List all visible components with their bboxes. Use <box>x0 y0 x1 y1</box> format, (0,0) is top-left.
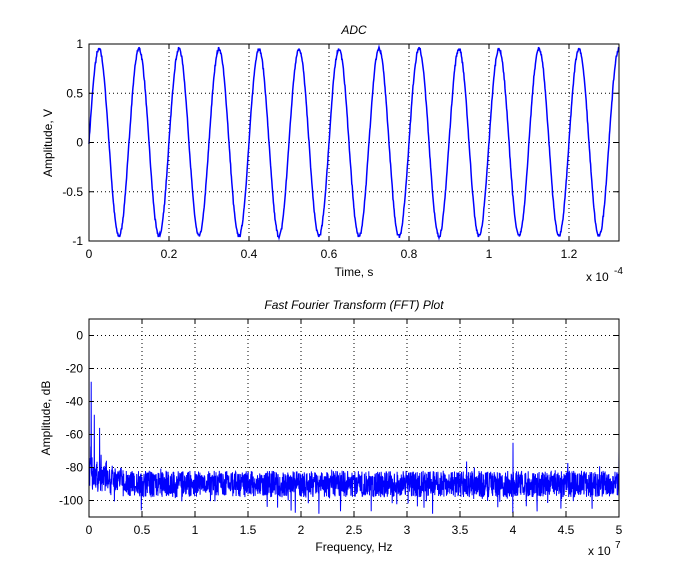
x-tick-label: 1.5 <box>240 523 257 537</box>
adc-x-exponent: -4 <box>614 266 623 277</box>
y-tick-label: -80 <box>66 461 84 475</box>
y-tick-label: 0 <box>76 136 83 150</box>
x-tick-label: 1 <box>486 247 493 261</box>
y-tick-label: -20 <box>66 362 84 376</box>
x-tick-label: 0.5 <box>134 523 151 537</box>
x-tick-label: 0.8 <box>401 247 418 261</box>
fft-ylabel: Amplitude, dB <box>39 381 53 456</box>
fft-trace <box>88 335 620 514</box>
adc-x-exponent-base: x 10 <box>586 270 609 284</box>
x-tick-label: 0 <box>86 247 93 261</box>
x-tick-label: 3.5 <box>452 523 469 537</box>
adc-ylabel: Amplitude, V <box>41 109 55 177</box>
x-tick-label: 5 <box>616 523 623 537</box>
adc-trace-group <box>88 44 620 241</box>
x-tick-label: 2 <box>298 523 305 537</box>
fft-x-exponent-base: x 10 <box>588 544 611 558</box>
adc-ticks: 0 0.2 0.4 0.6 0.8 1 1.2 -1 -0.5 0 0.5 1 <box>62 37 619 261</box>
adc-xlabel: Time, s <box>335 265 374 279</box>
x-tick-label: 3 <box>404 523 411 537</box>
x-tick-label: 1.2 <box>561 247 578 261</box>
x-tick-label: 2.5 <box>346 523 363 537</box>
adc-axes: ADC 0 0.2 0.4 0.6 0.8 1 1.2 -1 -0.5 0 0.5 1 Time, s… <box>41 23 623 284</box>
adc-trace <box>88 44 620 241</box>
x-tick-label: 0.6 <box>321 247 338 261</box>
x-tick-label: 4.5 <box>558 523 575 537</box>
y-tick-label: -40 <box>66 395 84 409</box>
fft-title: Fast Fourier Transform (FFT) Plot <box>264 298 444 312</box>
x-tick-label: 0.4 <box>241 247 258 261</box>
y-tick-label: -60 <box>66 428 84 442</box>
fft-x-exponent: 7 <box>615 540 621 551</box>
fft-ticks: 0 0.5 1 1.5 2 2.5 3 3.5 4 4.5 5 -100 -80 -60 -40 -20 0 <box>59 319 623 537</box>
fft-trace-group <box>88 335 620 514</box>
y-tick-label: 0.5 <box>66 86 83 100</box>
x-tick-label: 0.2 <box>161 247 178 261</box>
fft-xlabel: Frequency, Hz <box>315 540 392 554</box>
x-tick-label: 4 <box>510 523 517 537</box>
fft-axes: Fast Fourier Transform (FFT) Plot 0 0.5 1 1… <box>39 298 623 558</box>
adc-grid <box>89 44 619 241</box>
x-tick-label: 0 <box>86 523 93 537</box>
y-tick-label: -1 <box>72 234 83 248</box>
y-tick-label: -100 <box>59 494 83 508</box>
y-tick-label: 0 <box>76 329 83 343</box>
x-tick-label: 1 <box>192 523 199 537</box>
adc-title: ADC <box>340 23 367 37</box>
y-tick-label: -0.5 <box>62 185 83 199</box>
y-tick-label: 1 <box>76 37 83 51</box>
